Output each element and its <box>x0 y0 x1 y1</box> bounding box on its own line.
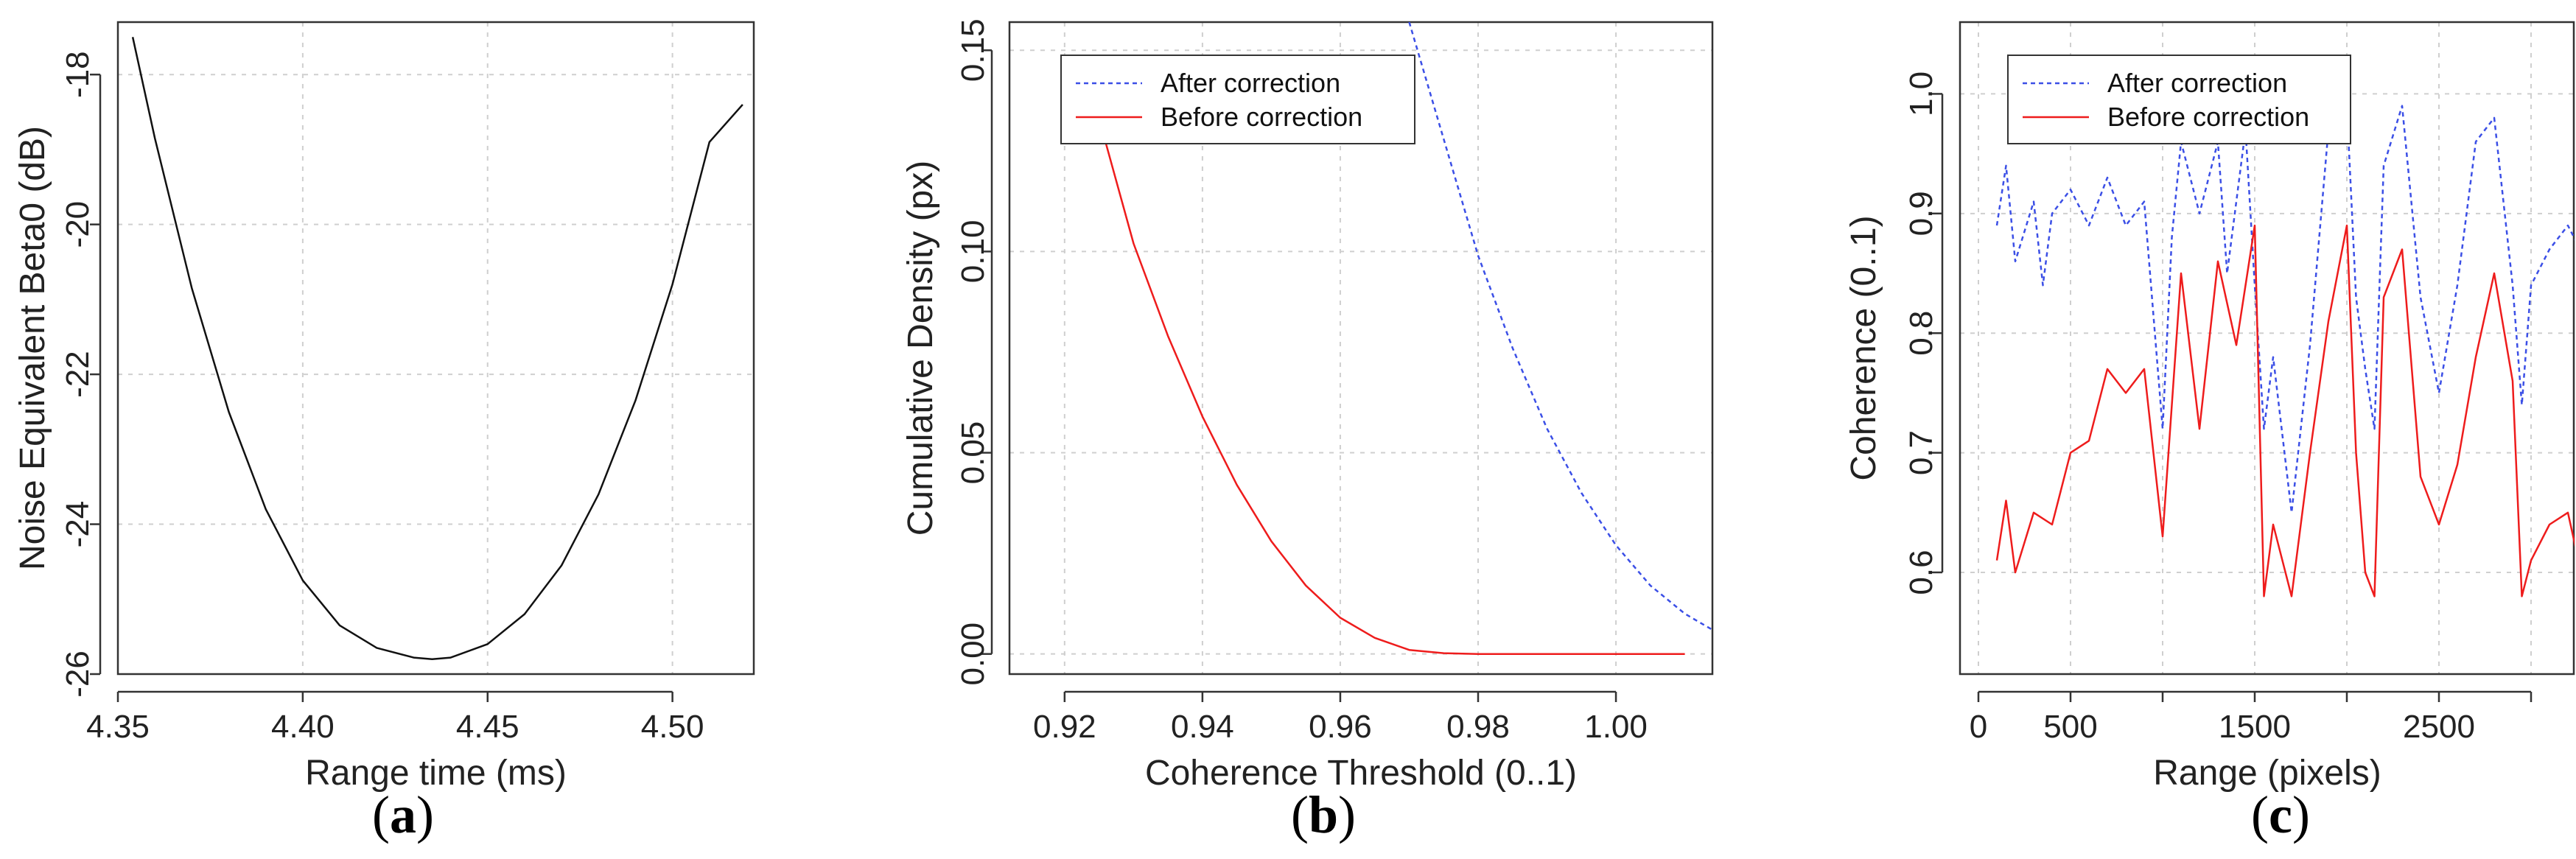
panel-label-close: ) <box>416 785 434 844</box>
x-tick-label: 500 <box>2043 709 2097 745</box>
x-tick-label: 2500 <box>2403 709 2475 745</box>
series-line-after-correction <box>1995 105 2575 514</box>
y-tick-label: 0.7 <box>1903 430 1939 475</box>
series-line-before-correction <box>1995 224 2575 597</box>
legend-label: After correction <box>2107 68 2287 98</box>
legend: After correction Before correction <box>1060 55 1415 144</box>
y-tick-label: 0.10 <box>955 220 991 284</box>
chart-panel-b: 0.92 0.94 0.96 0.98 1.00 0.00 0.05 0.10 0.15 Cohe… <box>901 18 1714 844</box>
panel-label-letter: b <box>1309 785 1338 844</box>
y-axis-title: Cumulative Density (px) <box>901 161 940 536</box>
x-tick-label: 1.00 <box>1584 709 1648 745</box>
legend-box <box>1060 55 1415 144</box>
legend-label: Before correction <box>1161 102 1362 132</box>
x-axis-title: Range (pixels) <box>2153 754 2381 793</box>
panel-label-close: ) <box>1338 785 1356 844</box>
x-axis-title: Range time (ms) <box>305 754 567 793</box>
x-tick-label: 0.94 <box>1171 709 1234 745</box>
chart-panel-c: 0 500 1500 2500 0.6 0.7 0.8 0.9 1.0 Range (pixels… <box>1844 21 2576 844</box>
y-axis-title: Coherence (0..1) <box>1844 215 1883 480</box>
legend-box <box>2007 55 2351 144</box>
legend-label: After correction <box>1161 68 1340 98</box>
y-tick-label: -26 <box>60 651 96 698</box>
panel-label-letter: a <box>390 785 416 844</box>
chart-panel-a: 4.35 4.40 4.45 4.50 -26 -24 -22 -20 -18 Range tim… <box>13 21 755 844</box>
panel-label-open: ( <box>372 785 390 844</box>
x-tick-label: 0 <box>1970 709 1987 745</box>
y-tick-label: 0.9 <box>1903 191 1939 236</box>
y-tick-label: 0.00 <box>955 623 991 686</box>
y-tick-label: 0.6 <box>1903 550 1939 595</box>
panel-label-close: ) <box>2292 785 2310 844</box>
panel-label-open: ( <box>1291 785 1309 844</box>
x-axis-title: Coherence Threshold (0..1) <box>1145 754 1577 793</box>
series-line-before-correction <box>1098 118 1685 655</box>
x-tick-label: 4.40 <box>271 709 335 745</box>
y-axis-title: Noise Equivalent Beta0 (dB) <box>13 126 52 570</box>
panel-label: (b) <box>1291 785 1356 844</box>
y-tick-label: 1.0 <box>1903 71 1939 116</box>
x-tick-label: 0.92 <box>1033 709 1096 745</box>
plot-frame <box>1959 21 2575 676</box>
plot-frame <box>1008 21 1714 676</box>
x-tick-label: 1500 <box>2219 709 2291 745</box>
y-tick-label: 0.15 <box>955 18 991 82</box>
y-tick-label: -20 <box>60 201 96 248</box>
y-tick-label: -24 <box>60 501 96 548</box>
panel-label: (a) <box>372 785 434 844</box>
panel-label-open: ( <box>2251 785 2269 844</box>
panel-label-letter: c <box>2269 785 2292 844</box>
plot-frame <box>116 21 755 676</box>
x-tick-label: 4.45 <box>456 709 519 745</box>
panel-label: (c) <box>2251 785 2310 844</box>
x-tick-label: 4.50 <box>641 709 704 745</box>
x-tick-label: 0.96 <box>1309 709 1372 745</box>
legend: After correction Before correction <box>2007 55 2351 144</box>
y-tick-label: 0.05 <box>955 421 991 485</box>
y-tick-label: -22 <box>60 351 96 398</box>
legend-label: Before correction <box>2107 102 2309 132</box>
x-tick-label: 4.35 <box>86 709 150 745</box>
y-tick-label: 0.8 <box>1903 311 1939 356</box>
series-line-nebz <box>131 37 743 660</box>
x-tick-label: 0.98 <box>1446 709 1510 745</box>
y-tick-label: -18 <box>60 51 96 98</box>
series-line-after-correction <box>1408 22 1712 631</box>
